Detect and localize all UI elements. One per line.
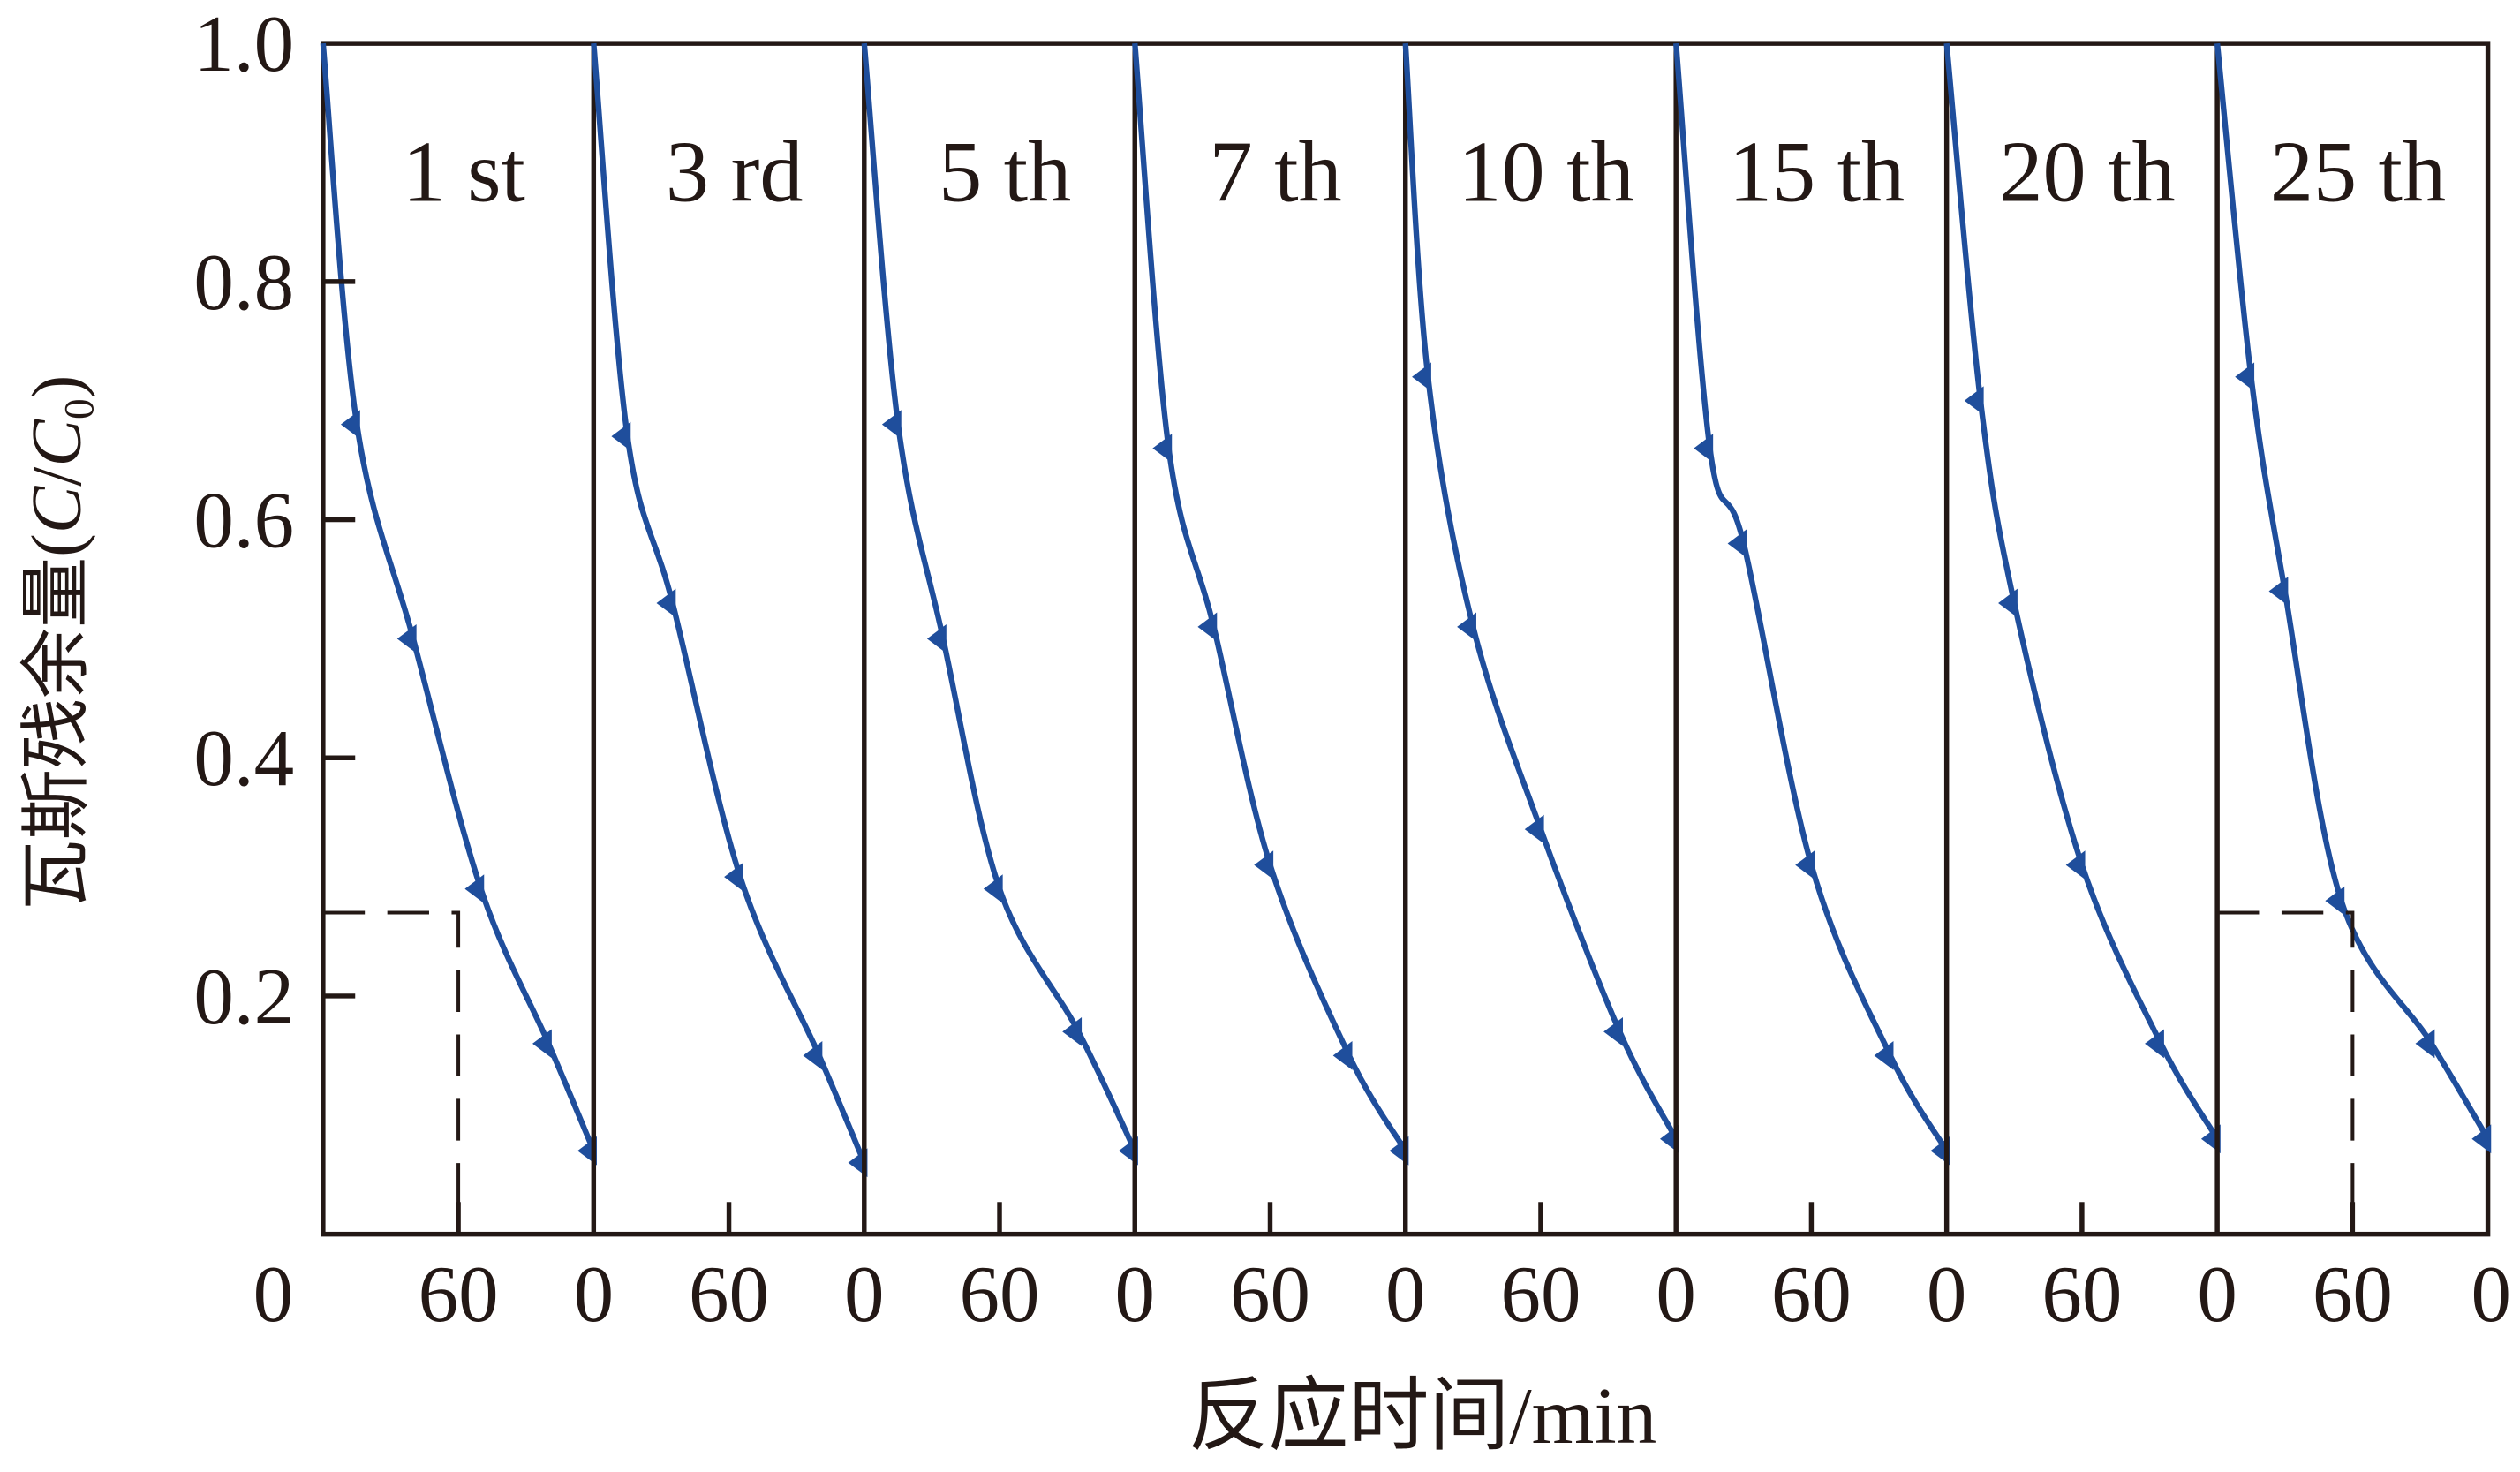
x-tick-label: 0 [1385, 1249, 1426, 1339]
panel-15th: 15 th [1673, 42, 1950, 1234]
x-tick-label: 0 [2471, 1249, 2511, 1339]
panel-10th: 10 th [1402, 42, 1679, 1234]
triangle-marker-icon [1197, 612, 1218, 642]
dashed-guide-line [2217, 910, 2355, 1234]
data-line [1673, 42, 1950, 1152]
x-tick-label: 0 [2197, 1249, 2237, 1339]
panel-7th: 7 th [1132, 42, 1409, 1234]
triangle-marker-icon [1998, 588, 2018, 618]
x-tick-label: 0 [1115, 1249, 1156, 1339]
panel-label: 7 th [1210, 124, 1342, 220]
x-tick-label: 60 [2313, 1249, 2393, 1339]
triangle-marker-icon [724, 862, 743, 892]
y-tick-label: 0.8 [193, 238, 294, 327]
panel-20th: 20 th [1943, 42, 2221, 1234]
y-tick-label: 0.2 [193, 952, 294, 1041]
triangle-marker-icon [1332, 1041, 1353, 1070]
plot-area: 1 st 3 rd 5 th 7 th 10 th 15 th 20 th 25 th [320, 41, 2492, 1237]
y-axis: 0.2 0.4 0.6 0.8 1.0 [193, 0, 356, 1041]
triangle-marker-icon [803, 1041, 823, 1070]
x-tick-label: 60 [1771, 1249, 1852, 1339]
triangle-marker-icon [1062, 1017, 1083, 1046]
triangle-marker-icon [1727, 529, 1747, 558]
dashed-guide-line [322, 910, 461, 1234]
triangle-marker-icon [2471, 1124, 2492, 1154]
triangle-marker-icon [464, 874, 485, 903]
panel-label: 1 st [403, 124, 525, 220]
triangle-marker-icon [1964, 386, 1984, 416]
panel-label: 15 th [1729, 124, 1905, 220]
panel-3rd: 3 rd [591, 42, 868, 1234]
x-tick-label: 60 [419, 1249, 499, 1339]
triangle-marker-icon [2268, 577, 2289, 606]
panel-label: 3 rd [666, 124, 804, 220]
x-tick-label: 60 [689, 1249, 769, 1339]
triangle-marker-icon [611, 421, 631, 451]
triangle-marker-icon [2325, 886, 2345, 916]
x-axis: 0 60 0 60 0 60 0 60 0 60 0 60 0 60 0 60 0 [253, 1249, 2511, 1339]
y-axis-title: 瓦斯残余量(C/C0) [19, 375, 103, 910]
panel-25th: 25 th [2214, 42, 2492, 1234]
triangle-marker-icon [1694, 434, 1714, 464]
triangle-marker-icon [2145, 1029, 2164, 1059]
x-tick-label: 60 [1230, 1249, 1310, 1339]
x-tick-label: 0 [253, 1249, 294, 1339]
triangle-marker-icon [1524, 814, 1544, 844]
x-tick-label: 0 [1656, 1249, 1696, 1339]
triangle-marker-icon [1795, 850, 1815, 879]
triangle-marker-icon [2235, 362, 2255, 392]
triangle-marker-icon [396, 624, 417, 653]
triangle-marker-icon [1603, 1017, 1623, 1046]
panel-label: 25 th [2270, 124, 2446, 220]
x-tick-label: 0 [1927, 1249, 1967, 1339]
triangle-marker-icon [2065, 850, 2086, 879]
panel-label: 20 th [1999, 124, 2175, 220]
triangle-marker-icon [983, 874, 1003, 903]
x-tick-label: 60 [2041, 1249, 2122, 1339]
y-tick-label: 1.0 [193, 0, 294, 88]
triangle-marker-icon [1874, 1041, 1894, 1070]
triangle-marker-icon [656, 588, 676, 618]
triangle-marker-icon [340, 410, 360, 440]
y-tick-label: 0.4 [193, 713, 294, 803]
panel-label: 5 th [939, 124, 1071, 220]
y-tick-label: 0.6 [193, 475, 294, 564]
x-tick-label: 60 [960, 1249, 1040, 1339]
x-axis-title: 反应时间/min [1188, 1371, 1656, 1461]
panel-label: 10 th [1458, 124, 1633, 220]
x-tick-label: 0 [844, 1249, 885, 1339]
panel-5th: 5 th [861, 42, 1138, 1234]
triangle-marker-icon [532, 1029, 552, 1059]
triangle-marker-icon [2415, 1029, 2435, 1059]
triangle-marker-icon [1412, 362, 1431, 392]
triangle-marker-icon [881, 410, 902, 440]
triangle-marker-icon [1152, 434, 1173, 464]
x-tick-label: 0 [574, 1249, 615, 1339]
x-tick-label: 60 [1500, 1249, 1581, 1339]
triangle-marker-icon [1457, 612, 1476, 642]
triangle-marker-icon [926, 624, 947, 653]
triangle-marker-icon [1254, 850, 1274, 879]
